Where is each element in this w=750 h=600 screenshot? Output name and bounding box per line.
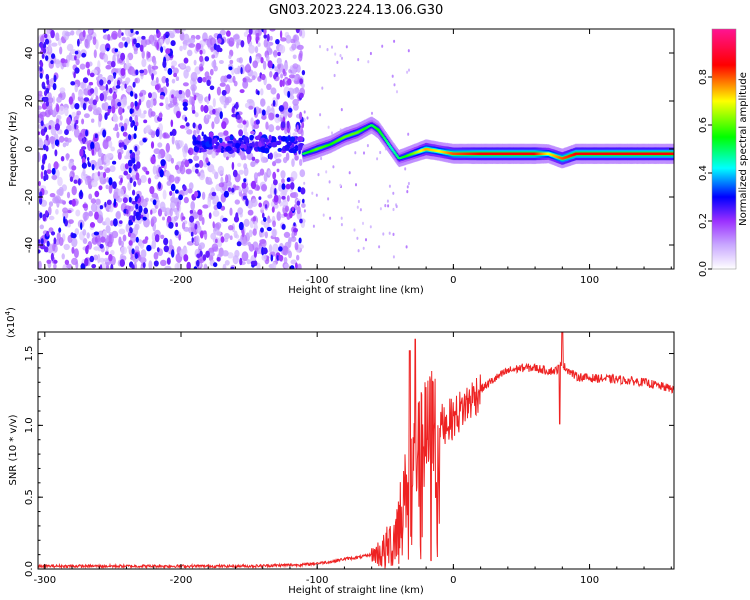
snr-x-tick-label: -100	[306, 575, 329, 586]
snr-multiplier-exp: 4	[4, 310, 12, 315]
svg-text:(x104): (x104)	[4, 307, 17, 338]
heatmap-y-tick-label: 20	[24, 95, 35, 108]
snr-y-ticks: 0.0 0.5 1.0 1.5	[24, 338, 674, 577]
snr-x-tick-label: -200	[170, 575, 193, 586]
colorbar-tick-label: 0.0	[698, 261, 709, 277]
heatmap-x-ticks: -300 -200 -100 0 100	[33, 29, 672, 286]
colorbar: 0.0 0.2 0.4 0.6 0.8 Normalized spectral ampl…	[698, 28, 749, 277]
heatmap-x-tick-label: -200	[170, 275, 193, 286]
snr-multiplier-close: )	[6, 307, 17, 311]
heatmap-y-tick-label: 40	[24, 47, 35, 60]
colorbar-tick-label: 0.4	[698, 165, 709, 181]
snr-series-line	[38, 332, 674, 569]
colorbar-ticks: 0.0 0.2 0.4 0.6 0.8	[698, 69, 712, 277]
heatmap-x-tick-label: 0	[450, 275, 456, 286]
heatmap-noise-blobs	[38, 29, 410, 269]
heatmap-y-tick-label: 0	[24, 146, 35, 152]
snr-x-tick-label: 0	[450, 575, 456, 586]
heatmap-y-tick-label: -40	[24, 237, 35, 253]
snr-marks	[38, 332, 674, 569]
colorbar-gradient	[712, 29, 736, 269]
colorbar-tick-label: 0.6	[698, 117, 709, 133]
snr-x-label: Height of straight line (km)	[288, 585, 424, 596]
snr-y-tick-label: 0.0	[24, 561, 35, 577]
snr-frame	[37, 331, 675, 570]
snr-y-tick-label: 0.5	[24, 489, 35, 505]
heatmap-x-tick-label: -100	[306, 275, 329, 286]
snr-y-tick-label: 1.5	[24, 346, 35, 362]
heatmap-x-label: Height of straight line (km)	[288, 285, 424, 296]
snr-x-tick-label: -300	[33, 575, 56, 586]
colorbar-label: Normalized spectral amplitude	[738, 72, 749, 226]
snr-x-ticks: -300 -200 -100 0 100	[33, 332, 672, 586]
heatmap-y-label: Frequency (Hz)	[8, 111, 19, 187]
colorbar-tick-label: 0.2	[698, 213, 709, 229]
colorbar-tick-label: 0.8	[698, 69, 709, 85]
heatmap-x-tick-label: -300	[33, 275, 56, 286]
heatmap-x-tick-label: 100	[580, 275, 599, 286]
snr-y-tick-label: 1.0	[24, 417, 35, 433]
snr-panel: -300 -200 -100 0 100 0.0 0.5 1.0 1.5 Height of …	[4, 307, 675, 596]
heatmap-ridge	[302, 116, 674, 169]
snr-y-label: SNR (10 * v/v)	[8, 414, 19, 485]
heatmap-y-tick-label: -20	[24, 189, 35, 205]
figure-title: GN03.2023.224.13.06.G30	[269, 3, 444, 18]
snr-multiplier-base: (x10	[6, 315, 17, 338]
heatmap-marks	[38, 29, 674, 269]
colorbar-frame	[711, 28, 737, 270]
heatmap-y-ticks: -40 -20 0 20 40	[24, 47, 674, 253]
snr-x-tick-label: 100	[580, 575, 599, 586]
snr-multiplier: (x104)	[4, 307, 17, 338]
